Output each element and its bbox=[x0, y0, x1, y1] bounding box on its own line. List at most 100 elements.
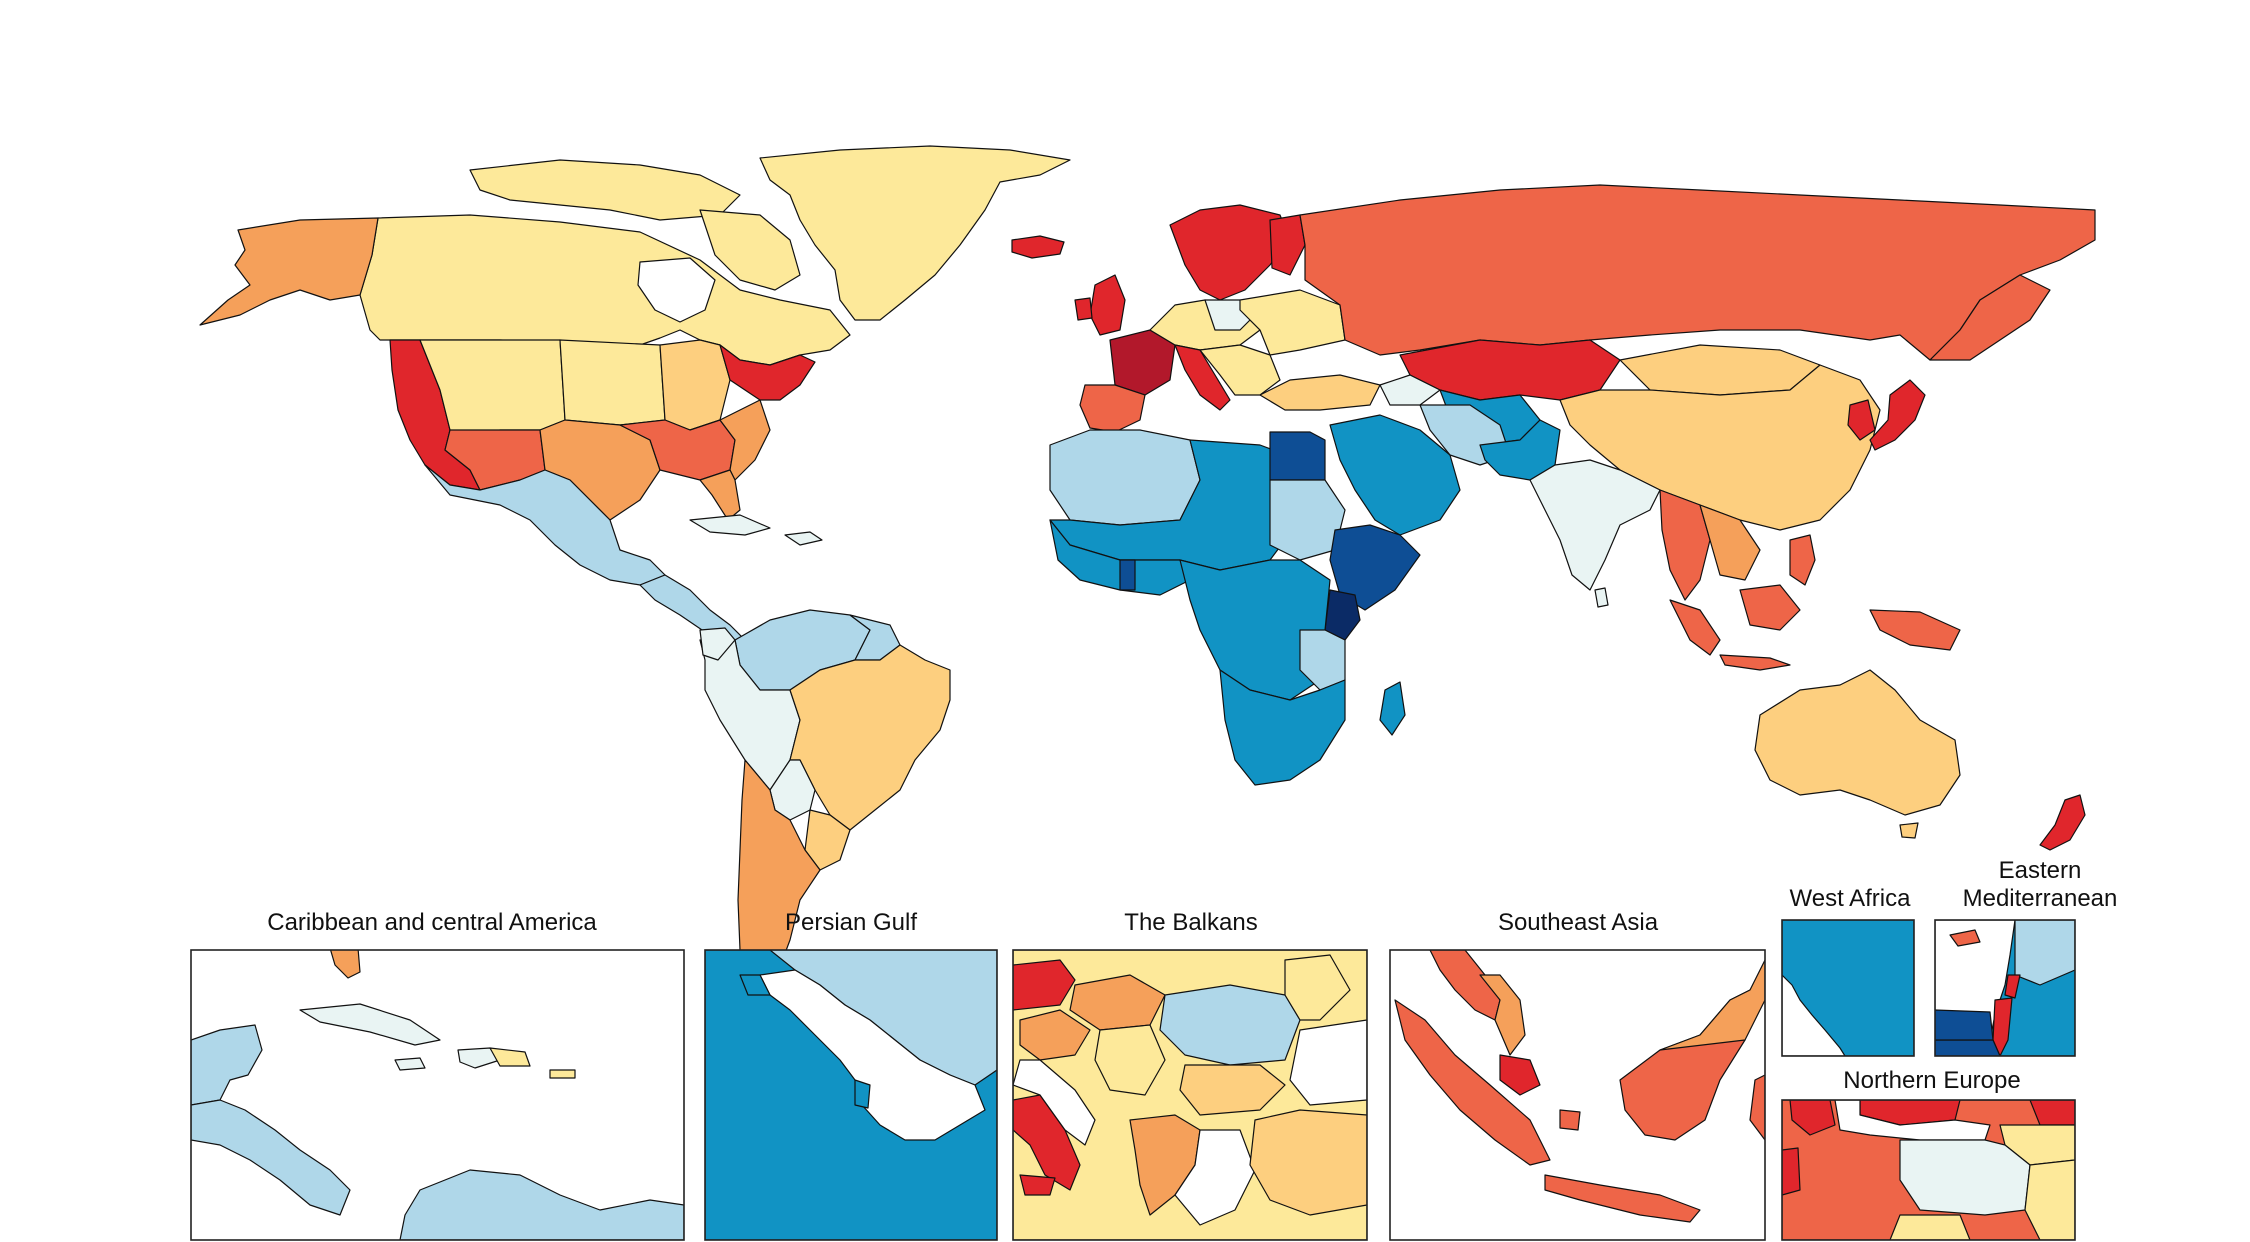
region-australia bbox=[1754, 669, 1961, 816]
region-korea bbox=[1847, 399, 1876, 441]
region-italy bbox=[1174, 344, 1231, 411]
inset-caribbean-frame bbox=[190, 949, 685, 1241]
region-west-africa-coast bbox=[1049, 519, 1191, 596]
inset-bal-austria bbox=[1013, 959, 1076, 1011]
region-indochina bbox=[1699, 504, 1761, 581]
inset-ne-poland bbox=[1899, 1139, 2031, 1216]
region-uk bbox=[1089, 274, 1126, 336]
region-russia-far-east bbox=[1929, 274, 2051, 361]
inset-title-caribbean: Caribbean and central America bbox=[267, 909, 597, 936]
inset-bal-serbia bbox=[1094, 1024, 1166, 1096]
region-balkans bbox=[1199, 344, 1281, 396]
region-hispaniola bbox=[784, 531, 823, 546]
region-india bbox=[1529, 459, 1661, 591]
inset-car-colombia bbox=[399, 1169, 684, 1240]
region-iceland bbox=[1011, 235, 1065, 259]
region-ukraine-belarus bbox=[1239, 289, 1346, 356]
region-borneo bbox=[1739, 584, 1801, 631]
inset-bal-turkey bbox=[1249, 1109, 1367, 1216]
region-arabia bbox=[1329, 414, 1461, 536]
region-malaysia-sumatra bbox=[1669, 599, 1721, 656]
world-map bbox=[199, 145, 2096, 1013]
inset-title-southeast-asia: Southeast Asia bbox=[1498, 909, 1659, 936]
inset-west-africa bbox=[1781, 919, 1915, 1057]
region-baffin-island bbox=[699, 209, 801, 291]
inset-em-egypt bbox=[1935, 1009, 1994, 1041]
region-russia bbox=[1299, 184, 2096, 361]
inset-bal-sicily bbox=[1019, 1174, 1056, 1196]
inset-pg-kuwait bbox=[739, 974, 771, 996]
inset-sea-sarawak bbox=[1659, 959, 1765, 1051]
inset-title-eastern-med-line1: Eastern bbox=[1999, 857, 2082, 884]
inset-sea-java bbox=[1544, 1174, 1701, 1223]
inset-persian-gulf-frame bbox=[704, 949, 998, 1241]
inset-em-israel bbox=[1992, 997, 2013, 1056]
region-us-southeast bbox=[719, 399, 771, 481]
inset-title-northern-europe: Northern Europe bbox=[1843, 1067, 2020, 1094]
inset-ne-netherlands bbox=[1782, 1147, 1801, 1196]
inset-ne-latvia bbox=[2029, 1100, 2075, 1126]
inset-car-central-america bbox=[191, 1099, 351, 1216]
inset-car-cuba bbox=[299, 1003, 441, 1046]
inset-em-syria bbox=[2014, 920, 2075, 986]
inset-pg-gulf-water bbox=[759, 969, 986, 1141]
region-ghana bbox=[1119, 559, 1136, 591]
region-egypt bbox=[1269, 431, 1326, 481]
inset-northern-europe bbox=[1781, 1099, 2076, 1241]
inset-bal-moldova bbox=[1284, 954, 1351, 1021]
inset-bal-adriatic bbox=[1013, 1059, 1096, 1146]
inset-eastern-med-frame bbox=[1934, 919, 2076, 1057]
inset-title-persian-gulf: Persian Gulf bbox=[785, 909, 917, 936]
region-florida bbox=[699, 469, 741, 521]
inset-bal-bulgaria bbox=[1179, 1064, 1286, 1116]
inset-caribbean bbox=[190, 949, 685, 1241]
inset-pg-qatar bbox=[854, 1079, 871, 1109]
inset-em-sinai bbox=[1935, 1039, 2001, 1056]
inset-bal-black-sea bbox=[1289, 1019, 1367, 1106]
region-new-guinea bbox=[1869, 609, 1961, 651]
region-mexico bbox=[424, 464, 666, 586]
inset-west-africa-frame bbox=[1781, 919, 1915, 1057]
region-sri-lanka bbox=[1594, 587, 1609, 608]
inset-southeast-asia-frame bbox=[1389, 949, 1766, 1241]
region-iberia bbox=[1079, 384, 1146, 433]
inset-sea-peninsula bbox=[1479, 974, 1526, 1056]
inset-sea-sumatra bbox=[1394, 999, 1551, 1166]
inset-balkans bbox=[1012, 949, 1368, 1241]
inset-em-cyprus bbox=[1949, 929, 1981, 947]
region-ethiopia-somalia bbox=[1329, 524, 1421, 611]
region-alaska bbox=[199, 217, 379, 326]
inset-car-mexico-yucatan bbox=[191, 1024, 263, 1106]
inset-bal-aegean bbox=[1174, 1129, 1256, 1226]
region-ireland bbox=[1074, 297, 1093, 321]
inset-title-eastern-med-line2: Mediterranean bbox=[1963, 885, 2118, 912]
region-finland bbox=[1269, 214, 1306, 276]
inset-car-jamaica bbox=[394, 1057, 426, 1071]
inset-northern-europe-frame bbox=[1781, 1099, 2076, 1241]
inset-sea-riau bbox=[1499, 1054, 1541, 1096]
inset-ne-czech bbox=[1889, 1214, 1971, 1240]
inset-southeast-asia bbox=[1389, 949, 1766, 1241]
inset-car-florida bbox=[329, 950, 361, 979]
region-greece-turkey bbox=[1259, 374, 1381, 411]
inset-balkans-frame bbox=[1012, 949, 1368, 1241]
region-new-zealand bbox=[2039, 794, 2086, 851]
inset-ne-baltic bbox=[1834, 1100, 1991, 1141]
region-north-africa-west bbox=[1049, 429, 1201, 526]
region-cuba bbox=[689, 514, 771, 536]
region-greenland bbox=[759, 145, 1071, 321]
region-java bbox=[1719, 654, 1791, 671]
inset-persian-gulf bbox=[704, 949, 998, 1241]
region-caucasus bbox=[1379, 374, 1441, 406]
inset-sea-sulawesi bbox=[1749, 1074, 1765, 1141]
inset-car-puerto-rico bbox=[549, 1069, 576, 1079]
inset-sea-bangka bbox=[1559, 1109, 1581, 1131]
region-japan bbox=[1869, 379, 1926, 451]
inset-eastern-med bbox=[1934, 919, 2076, 1057]
inset-car-dominican bbox=[489, 1047, 531, 1067]
region-us-midwest bbox=[659, 339, 731, 431]
inset-ne-denmark bbox=[1789, 1100, 1836, 1136]
inset-wa-ocean bbox=[1782, 974, 1846, 1056]
region-us-plains bbox=[559, 339, 666, 426]
